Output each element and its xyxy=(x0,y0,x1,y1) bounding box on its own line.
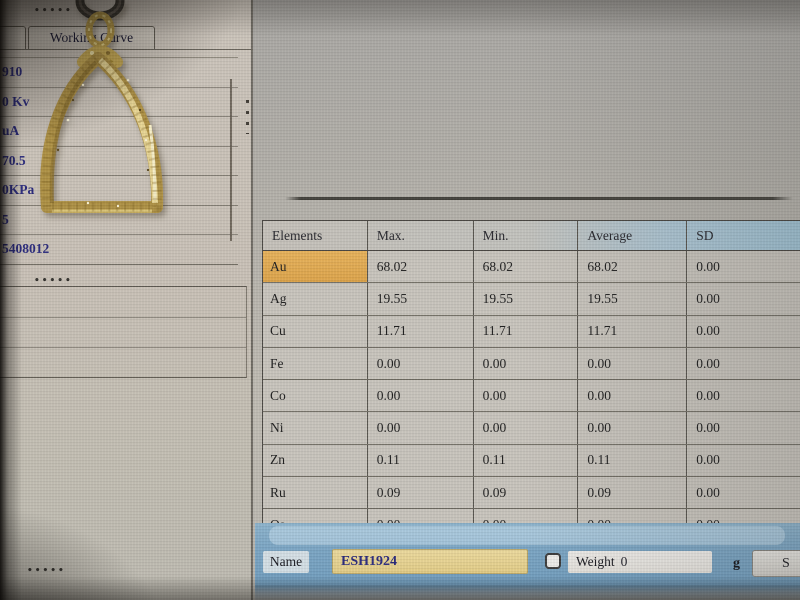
table-row-ru[interactable]: Ru 0.09 0.09 0.09 0.00 xyxy=(263,477,800,510)
empty-row[interactable] xyxy=(0,348,246,379)
empty-row[interactable] xyxy=(0,287,246,318)
table-row-au[interactable]: Au 68.02 68.02 68.02 0.00 xyxy=(263,251,800,284)
min-cell: 0.00 xyxy=(474,347,579,380)
param-row[interactable]: 5408012 xyxy=(0,235,238,265)
min-cell: 11.71 xyxy=(474,315,579,347)
sd-cell: 0.00 xyxy=(696,290,720,306)
min-cell: 68.02 xyxy=(474,251,579,283)
sd-cell: 0.00 xyxy=(696,452,720,468)
weight-checkbox[interactable] xyxy=(545,553,561,569)
max-cell: 0.11 xyxy=(368,444,474,477)
table-row-zn[interactable]: Zn 0.11 0.11 0.11 0.00 xyxy=(263,444,800,478)
element-cell: Ru xyxy=(263,477,368,509)
param-value: 5 xyxy=(2,211,9,227)
sd-cell: 0.00 xyxy=(696,420,720,436)
max-cell: 19.55 xyxy=(368,283,474,315)
panel-edge-marks xyxy=(246,100,249,134)
param-value: uA xyxy=(2,123,20,139)
table-row-cu[interactable]: Cu 11.71 11.71 11.71 0.00 xyxy=(263,315,800,348)
param-value: 910 xyxy=(2,64,23,80)
min-cell: 0.00 xyxy=(474,380,579,412)
empty-field-group xyxy=(0,286,247,378)
col-header-max[interactable]: Max. xyxy=(368,221,474,250)
average-cell: 0.00 xyxy=(578,347,688,380)
max-cell: 0.09 xyxy=(368,477,474,509)
element-cell: Au xyxy=(263,251,368,283)
min-cell: 0.09 xyxy=(474,477,579,509)
average-cell: 19.55 xyxy=(578,283,688,315)
bottom-edge-strip xyxy=(255,585,800,600)
table-row-co[interactable]: Co 0.00 0.00 0.00 0.00 xyxy=(263,380,800,413)
col-header-elements[interactable]: Elements xyxy=(263,221,368,250)
sd-cell: 0.00 xyxy=(696,355,720,371)
gold-pendant-photo-object xyxy=(40,0,164,213)
table-row-fe[interactable]: Fe 0.00 0.00 0.00 0.00 xyxy=(263,347,800,381)
element-cell: Ag xyxy=(263,283,368,315)
param-value: 5408012 xyxy=(2,241,50,257)
panel-divider-line xyxy=(230,79,232,241)
element-cell: Ni xyxy=(263,412,368,444)
col-header-sd[interactable]: SD xyxy=(696,227,714,243)
sd-cell: 0.00 xyxy=(696,387,720,403)
element-cell: Os xyxy=(263,509,368,523)
element-results-table: Elements Max. Min. Average SD Au 68.02 6… xyxy=(262,220,800,523)
param-value: 0 Kv xyxy=(2,93,30,109)
weight-field[interactable]: Weight 0 xyxy=(568,551,712,573)
empty-row[interactable] xyxy=(0,318,246,349)
table-header-row: Elements Max. Min. Average SD xyxy=(263,221,800,251)
sd-cell: 0.00 xyxy=(696,323,720,339)
start-button[interactable]: S xyxy=(752,550,800,577)
min-cell: 19.55 xyxy=(474,283,579,315)
dots-marker-middle: ••••• xyxy=(34,276,73,286)
element-cell: Zn xyxy=(263,444,368,477)
max-cell: 68.02 xyxy=(368,251,474,283)
average-cell: 0.00 xyxy=(578,412,688,444)
element-cell: Co xyxy=(263,380,368,412)
average-cell: 11.71 xyxy=(578,315,688,347)
sd-cell: 0.00 xyxy=(696,258,720,274)
max-cell: 0.00 xyxy=(368,347,474,380)
main-results-area: Elements Max. Min. Average SD Au 68.02 6… xyxy=(255,0,800,600)
average-cell: 68.02 xyxy=(578,251,688,283)
average-cell: 0.00 xyxy=(578,380,688,412)
element-cell: Fe xyxy=(263,347,368,380)
min-cell: 0.00 xyxy=(474,412,579,444)
element-cell: Cu xyxy=(263,315,368,347)
tab-partial-left[interactable] xyxy=(0,26,26,49)
weight-label: Weight xyxy=(576,554,615,569)
sd-cell: 0.00 xyxy=(687,509,800,523)
max-cell: 0.00 xyxy=(368,509,474,523)
col-header-min[interactable]: Min. xyxy=(474,221,579,250)
sd-cell: 0.00 xyxy=(696,484,720,500)
table-row-os[interactable]: Os 0.00 0.00 0.00 0.00 xyxy=(263,509,800,523)
max-cell: 11.71 xyxy=(368,315,474,347)
average-cell: 0.00 xyxy=(578,509,688,523)
blue-panel-highlight xyxy=(269,526,785,545)
table-row-ag[interactable]: Ag 19.55 19.55 19.55 0.00 xyxy=(263,283,800,316)
table-row-ni[interactable]: Ni 0.00 0.00 0.00 0.00 xyxy=(263,412,800,445)
dots-marker-bottom: ••••• xyxy=(27,566,66,576)
unit-gram-label: g xyxy=(733,556,740,571)
separator-rule xyxy=(285,197,793,200)
sample-name-input[interactable] xyxy=(332,549,528,574)
min-cell: 0.00 xyxy=(474,509,579,523)
average-cell: 0.11 xyxy=(578,444,688,477)
weight-value: 0 xyxy=(620,554,628,569)
average-cell: 0.09 xyxy=(578,477,688,509)
name-label: Name xyxy=(263,551,309,573)
max-cell: 0.00 xyxy=(368,380,474,412)
col-header-average[interactable]: Average xyxy=(578,221,688,250)
max-cell: 0.00 xyxy=(368,412,474,444)
min-cell: 0.11 xyxy=(474,444,579,477)
param-value: 70.5 xyxy=(2,152,26,168)
